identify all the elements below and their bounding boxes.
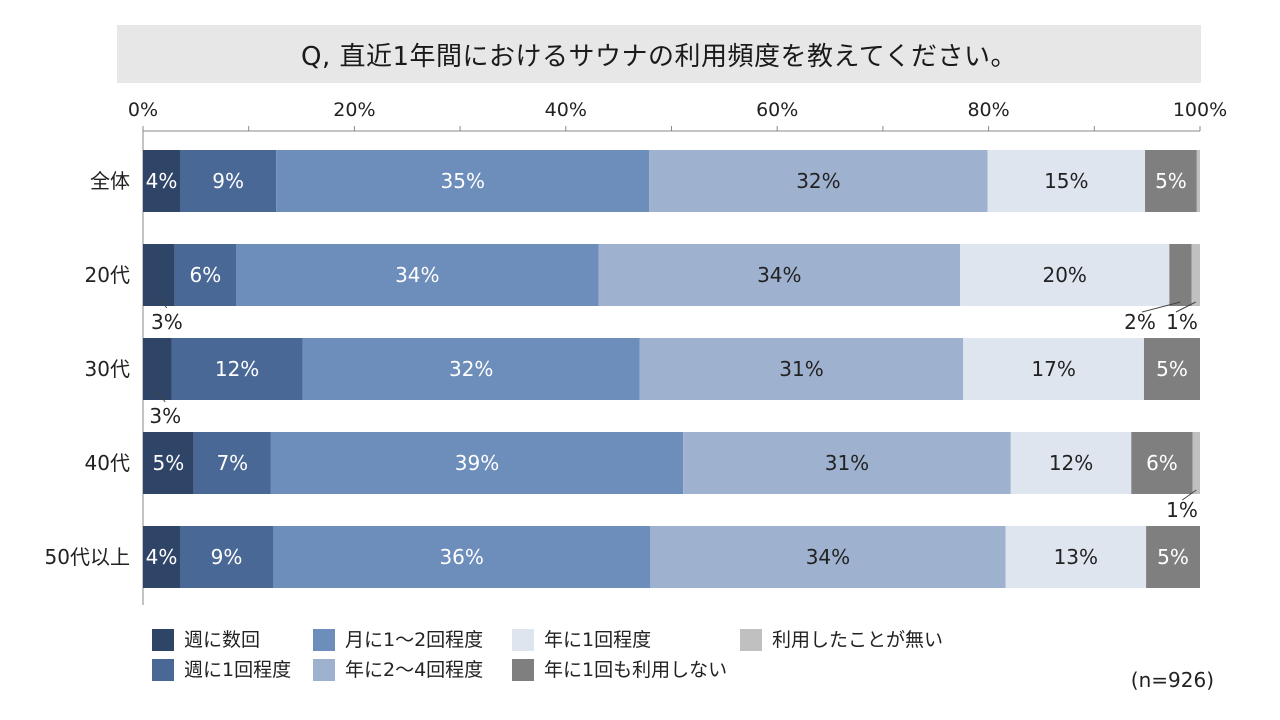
legend-label: 週に数回 — [184, 629, 260, 651]
bar-segment — [650, 526, 1006, 588]
x-tick-label: 0% — [128, 99, 158, 121]
data-label: 39% — [455, 451, 499, 475]
bar-segment — [143, 432, 194, 494]
data-label: 5% — [1156, 357, 1188, 381]
legend-label: 年に1回程度 — [544, 629, 651, 651]
x-tick-label: 80% — [967, 99, 1009, 121]
data-label: 13% — [1054, 545, 1098, 569]
bar-segment — [1010, 432, 1132, 494]
legend-swatch — [152, 659, 174, 681]
data-label: 32% — [449, 357, 493, 381]
category-label: 50代以上 — [45, 545, 130, 569]
leader-line — [1141, 301, 1181, 313]
data-label: 35% — [441, 169, 485, 193]
legend-swatch — [512, 659, 534, 681]
legend-swatch — [512, 629, 534, 651]
x-tick-label: 100% — [1173, 99, 1227, 121]
bar-segment — [270, 432, 684, 494]
category-label: 30代 — [85, 357, 130, 381]
data-label-outside: 1% — [1166, 498, 1198, 522]
bar-segment — [273, 526, 651, 588]
data-label: 12% — [1049, 451, 1093, 475]
sample-size-note: (n=926) — [1130, 668, 1214, 692]
data-label: 34% — [806, 545, 850, 569]
bar-segment — [1191, 244, 1200, 306]
bar-segment — [1196, 150, 1200, 212]
bar-segment — [987, 150, 1146, 212]
bar-segment — [598, 244, 961, 306]
bar-segment — [1146, 526, 1200, 588]
x-tick-label: 40% — [545, 99, 587, 121]
legend-swatch — [152, 629, 174, 651]
data-label: 31% — [779, 357, 823, 381]
data-label: 9% — [212, 169, 244, 193]
x-tick-label: 60% — [756, 99, 798, 121]
data-label: 17% — [1031, 357, 1075, 381]
chart-title: Q, 直近1年間におけるサウナの利用頻度を教えてください。 — [301, 41, 1017, 72]
data-label-outside: 1% — [1166, 310, 1198, 334]
data-label: 5% — [1157, 545, 1189, 569]
legend-label: 年に1回も利用しない — [544, 659, 727, 681]
data-label: 20% — [1042, 263, 1086, 287]
bar-segment — [236, 244, 599, 306]
legend-label: 年に2～4回程度 — [345, 659, 483, 681]
data-label: 15% — [1044, 169, 1088, 193]
bar-segment — [193, 432, 271, 494]
legend-label: 月に1～2回程度 — [345, 629, 483, 651]
category-label: 20代 — [85, 263, 130, 287]
leader-line — [158, 297, 168, 309]
data-label-outside: 3% — [151, 310, 183, 334]
bar-segment — [1169, 244, 1192, 306]
bar-segment — [960, 244, 1170, 306]
legend-swatch — [313, 629, 335, 651]
leader-line — [1182, 489, 1197, 501]
bar-segment — [1192, 432, 1200, 494]
data-label: 6% — [1146, 451, 1178, 475]
legend-swatch — [740, 629, 762, 651]
bar-segment — [1145, 150, 1197, 212]
category-label: 全体 — [90, 169, 130, 193]
bar-segment — [276, 150, 650, 212]
bar-segment — [179, 526, 274, 588]
data-label: 36% — [439, 545, 483, 569]
data-label: 12% — [215, 357, 259, 381]
data-label: 32% — [796, 169, 840, 193]
bar-segment — [174, 244, 237, 306]
bar-segment — [1131, 432, 1193, 494]
bar-segment — [143, 526, 180, 588]
bar-segment — [1143, 338, 1200, 400]
bar-segment — [143, 338, 172, 400]
category-label: 40代 — [85, 451, 130, 475]
bar-segment — [302, 338, 640, 400]
bar-segment — [649, 150, 988, 212]
data-label: 4% — [146, 169, 178, 193]
data-label: 7% — [216, 451, 248, 475]
data-label-outside: 2% — [1124, 310, 1156, 334]
data-label: 6% — [189, 263, 221, 287]
leader-line — [156, 391, 166, 403]
data-label: 31% — [825, 451, 869, 475]
data-label-outside: 3% — [149, 404, 181, 428]
bar-segment — [1005, 526, 1147, 588]
data-label: 5% — [153, 451, 185, 475]
x-tick-label: 20% — [333, 99, 375, 121]
leader-line — [1175, 301, 1196, 313]
chart-title-bar: Q, 直近1年間におけるサウナの利用頻度を教えてください。 — [117, 25, 1201, 83]
legend-swatch — [313, 659, 335, 681]
bar-segment — [143, 244, 175, 306]
legend-label: 利用したことが無い — [772, 629, 943, 651]
bar-segment — [171, 338, 303, 400]
bar-segment — [639, 338, 964, 400]
legend-label: 週に1回程度 — [184, 659, 291, 681]
bar-segment — [143, 150, 180, 212]
bar-segment — [179, 150, 277, 212]
bar-segment — [963, 338, 1144, 400]
bar-segment — [683, 432, 1011, 494]
data-label: 34% — [757, 263, 801, 287]
data-label: 34% — [395, 263, 439, 287]
data-label: 4% — [146, 545, 178, 569]
data-label: 9% — [211, 545, 243, 569]
data-label: 5% — [1155, 169, 1187, 193]
